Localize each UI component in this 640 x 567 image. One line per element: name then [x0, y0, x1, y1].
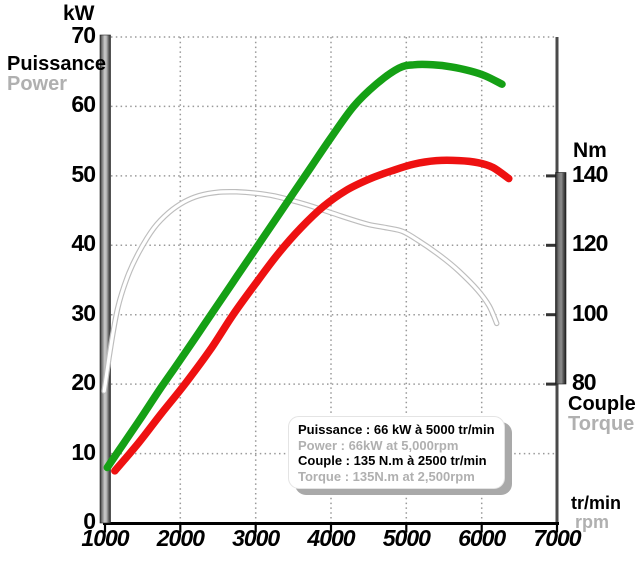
right-axis-tick-label: 140 [572, 160, 608, 187]
right-axis-title-en: Torque [568, 413, 635, 435]
legend-line-couple: Couple : 135 N.m à 2500 tr/min [298, 453, 487, 468]
left-axis-tick-label: 40 [71, 230, 96, 257]
torque-curve [102, 190, 499, 393]
left-axis-title-en: Power [7, 73, 68, 95]
right-axis-tick-label: 120 [572, 230, 608, 257]
left-axis-bar [99, 34, 111, 524]
legend-line-puissance: Puissance : 66 kW à 5000 tr/min [298, 422, 495, 437]
right-axis-title-fr: Couple [568, 393, 636, 415]
right-axis-unit-label: Nm [573, 139, 607, 162]
x-axis-tick-label: 5000 [382, 525, 431, 551]
legend-line-torque: Torque : 135N.m at 2,500rpm [298, 468, 475, 484]
left-axis-tick-label: 0 [83, 508, 96, 534]
x-axis-tick-label: 1000 [81, 525, 129, 551]
x-axis-tick-label: 2000 [156, 525, 205, 551]
right-axis-bar [555, 172, 567, 385]
left-axis-unit-label: kW [63, 2, 95, 25]
left-axis-tick-label: 70 [71, 22, 96, 48]
x-axis-unit-fr: tr/min [571, 493, 622, 513]
right-axis-tick-label: 100 [572, 299, 608, 326]
left-axis-tick-label: 60 [71, 91, 96, 118]
right-axis-tick-label: 80 [572, 369, 597, 396]
power-curve [103, 60, 506, 472]
legend-line-power: Power : 66kW at 5,000rpm [298, 437, 459, 453]
left-axis-tick-label: 50 [71, 160, 96, 187]
x-axis-tick-label: 4000 [307, 525, 355, 551]
x-axis-unit-en: rpm [575, 512, 610, 532]
left-axis-title-fr: Puissance [7, 53, 106, 75]
left-axis-tick-label: 20 [71, 369, 96, 396]
torque-curve-outline [101, 188, 500, 394]
left-axis-tick-label: 10 [71, 438, 96, 465]
x-axis-tick-label: 6000 [458, 525, 506, 551]
legend-box: Puissance : 66 kW à 5000 tr/min Power : … [288, 416, 505, 489]
left-axis-tick-label: 30 [71, 299, 96, 326]
x-axis-tick-label: 7000 [533, 525, 581, 551]
x-axis-tick-label: 3000 [232, 525, 280, 551]
red-curve [111, 156, 513, 475]
